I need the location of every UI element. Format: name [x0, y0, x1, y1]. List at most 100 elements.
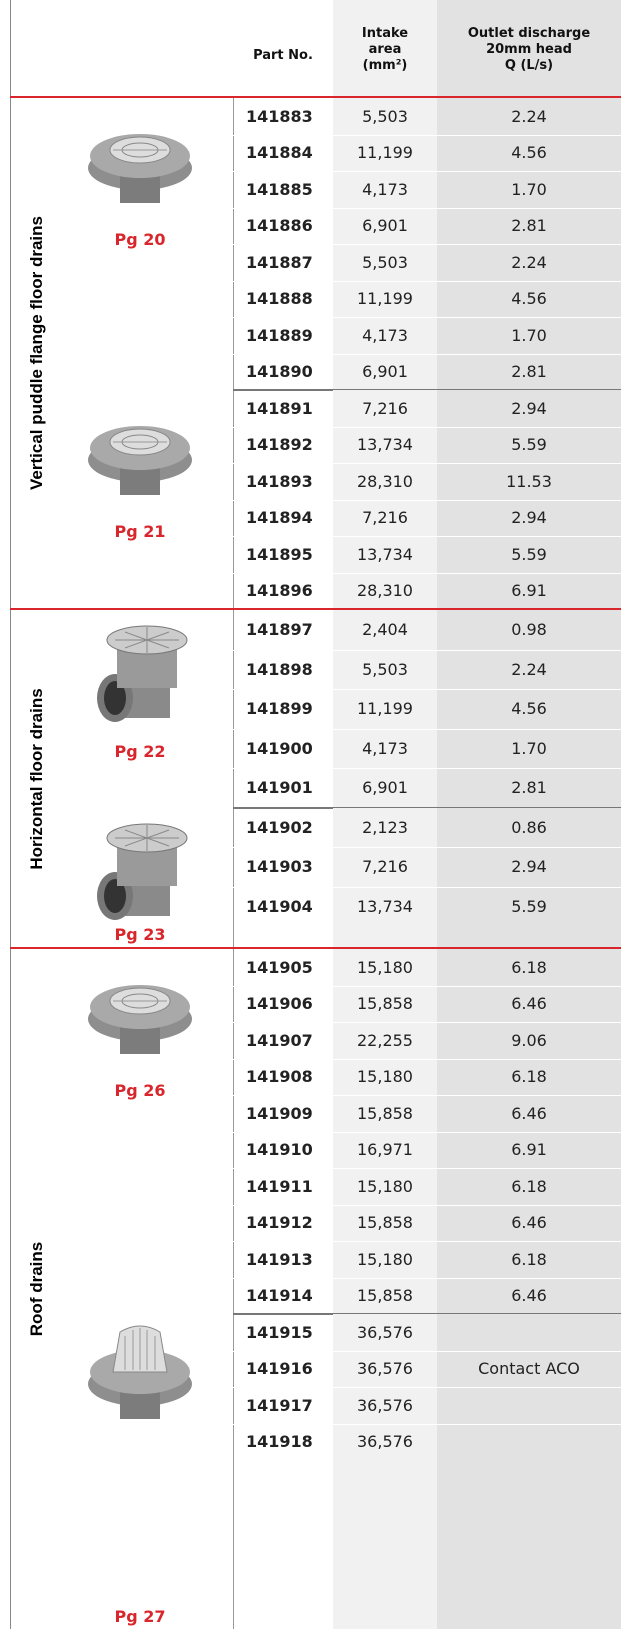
outlet-note: Contact ACO — [437, 1351, 621, 1388]
intake-area: 36,576 — [333, 1424, 437, 1461]
intake-area: 6,901 — [333, 208, 437, 245]
spec-table: Part No. Intakearea(mm²) Outlet discharg… — [0, 0, 621, 1629]
page-ref: Pg 26 — [90, 1081, 190, 1100]
part-no: 141908 — [233, 1059, 333, 1096]
intake-area: 15,858 — [333, 1095, 437, 1132]
part-no: 141884 — [233, 135, 333, 172]
part-no: 141905 — [233, 949, 333, 986]
page-ref: Pg 20 — [90, 230, 190, 249]
part-no: 141913 — [233, 1241, 333, 1278]
intake-area: 6,901 — [333, 768, 437, 808]
intake-area: 13,734 — [333, 887, 437, 927]
intake-area: 4,173 — [333, 317, 437, 354]
part-no: 141887 — [233, 244, 333, 281]
page-ref: Pg 23 — [90, 925, 190, 944]
part-no: 141911 — [233, 1168, 333, 1205]
outlet-q: 6.18 — [437, 1168, 621, 1205]
outlet-q: 5.59 — [437, 427, 621, 464]
header-line: Outlet discharge — [437, 26, 621, 42]
intake-area: 4,173 — [333, 171, 437, 208]
intake-area: 15,858 — [333, 1278, 437, 1315]
outlet-q: 2.94 — [437, 500, 621, 537]
intake-area: 7,216 — [333, 390, 437, 427]
part-no: 141899 — [233, 689, 333, 729]
intake-area: 15,180 — [333, 1241, 437, 1278]
outlet-q: 6.46 — [437, 1278, 621, 1315]
part-no: 141886 — [233, 208, 333, 245]
part-no: 141907 — [233, 1022, 333, 1059]
outlet-q: 2.24 — [437, 98, 621, 135]
drain-image — [85, 957, 195, 1067]
part-no: 141906 — [233, 986, 333, 1023]
header-line: Q (L/s) — [437, 58, 621, 74]
intake-area: 7,216 — [333, 847, 437, 887]
header-line: 20mm head — [437, 42, 621, 58]
page-ref: Pg 22 — [90, 742, 190, 761]
outlet-q: 6.18 — [437, 1059, 621, 1096]
drain-image — [85, 816, 195, 926]
intake-area: 7,216 — [333, 500, 437, 537]
part-no: 141903 — [233, 847, 333, 887]
header-line: (mm²) — [333, 58, 437, 74]
part-no: 141900 — [233, 729, 333, 769]
outlet-q: 2.94 — [437, 847, 621, 887]
outlet-q: 1.70 — [437, 171, 621, 208]
outlet-q: 4.56 — [437, 689, 621, 729]
outlet-q: 2.81 — [437, 208, 621, 245]
drain-image — [85, 618, 195, 728]
intake-area: 13,734 — [333, 536, 437, 573]
part-no: 141914 — [233, 1278, 333, 1315]
intake-area: 5,503 — [333, 650, 437, 690]
intake-area: 2,404 — [333, 610, 437, 650]
outlet-q: 5.59 — [437, 887, 621, 927]
part-no: 141897 — [233, 610, 333, 650]
intake-area: 2,123 — [333, 808, 437, 848]
outlet-q: 6.46 — [437, 986, 621, 1023]
intake-area: 15,858 — [333, 986, 437, 1023]
page-ref: Pg 27 — [90, 1607, 190, 1626]
outlet-q: 0.98 — [437, 610, 621, 650]
outlet-q: 6.46 — [437, 1205, 621, 1242]
section-label: Roof drains — [27, 1242, 47, 1336]
part-no: 141898 — [233, 650, 333, 690]
part-no: 141894 — [233, 500, 333, 537]
drain-image — [85, 1322, 195, 1432]
intake-area: 11,199 — [333, 281, 437, 318]
intake-area: 28,310 — [333, 463, 437, 500]
part-no: 141909 — [233, 1095, 333, 1132]
outlet-q: 11.53 — [437, 463, 621, 500]
intake-area: 11,199 — [333, 689, 437, 729]
intake-area: 36,576 — [333, 1351, 437, 1388]
part-no: 141885 — [233, 171, 333, 208]
outlet-q: 2.81 — [437, 354, 621, 391]
outlet-q: 2.81 — [437, 768, 621, 808]
section-label: Vertical puddle flange floor drains — [27, 216, 47, 490]
intake-area: 22,255 — [333, 1022, 437, 1059]
part-no: 141889 — [233, 317, 333, 354]
part-no: 141892 — [233, 427, 333, 464]
intake-area: 36,576 — [333, 1314, 437, 1351]
intake-area: 4,173 — [333, 729, 437, 769]
part-no: 141893 — [233, 463, 333, 500]
outlet-q: 1.70 — [437, 729, 621, 769]
intake-area: 5,503 — [333, 244, 437, 281]
part-no: 141918 — [233, 1424, 333, 1461]
outlet-q: 5.59 — [437, 536, 621, 573]
header-line: area — [333, 42, 437, 58]
outlet-q: 6.91 — [437, 1132, 621, 1169]
part-no: 141917 — [233, 1387, 333, 1424]
part-no: 141888 — [233, 281, 333, 318]
outlet-q: 4.56 — [437, 135, 621, 172]
intake-area: 16,971 — [333, 1132, 437, 1169]
intake-area: 15,180 — [333, 1059, 437, 1096]
intake-area: 15,180 — [333, 1168, 437, 1205]
part-no: 141915 — [233, 1314, 333, 1351]
intake-area: 6,901 — [333, 354, 437, 391]
outlet-q: 6.91 — [437, 573, 621, 610]
section-label: Horizontal floor drains — [27, 688, 47, 869]
intake-area: 28,310 — [333, 573, 437, 610]
intake-area: 5,503 — [333, 98, 437, 135]
left-border — [10, 0, 11, 1629]
